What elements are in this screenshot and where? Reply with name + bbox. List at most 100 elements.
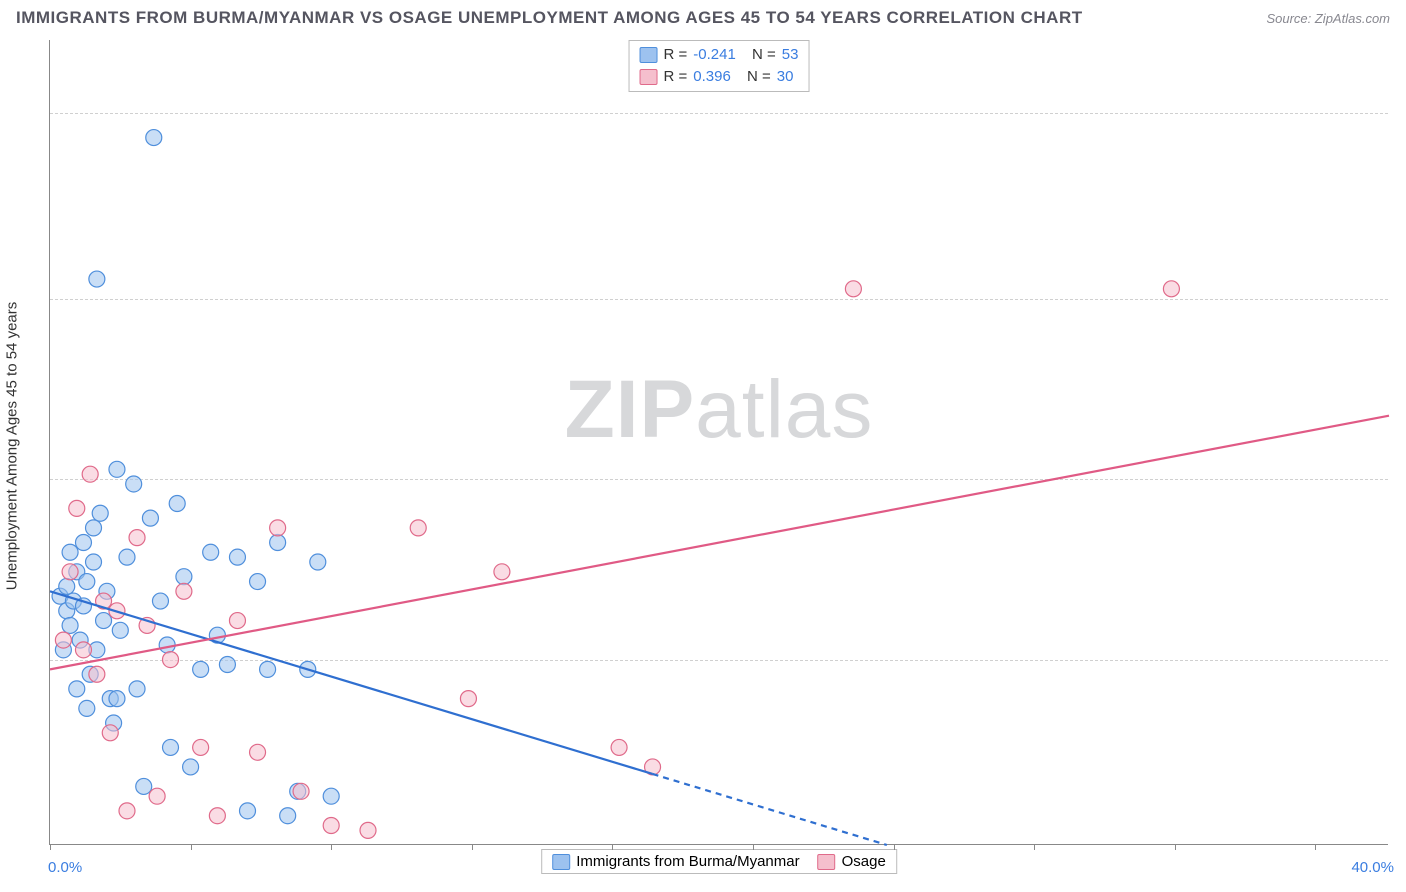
data-point	[86, 554, 102, 570]
data-point	[193, 739, 209, 755]
data-point	[845, 281, 861, 297]
data-point	[55, 632, 71, 648]
data-point	[159, 637, 175, 653]
data-point	[129, 530, 145, 546]
data-point	[69, 681, 85, 697]
data-point	[129, 681, 145, 697]
legend-swatch-1	[640, 69, 658, 85]
data-point	[69, 500, 85, 516]
chart-title: IMMIGRANTS FROM BURMA/MYANMAR VS OSAGE U…	[16, 8, 1083, 28]
data-point	[75, 642, 91, 658]
legend-row-series-1: R = 0.396 N = 30	[640, 66, 799, 88]
data-point	[109, 691, 125, 707]
legend-item-0: Immigrants from Burma/Myanmar	[552, 853, 799, 870]
data-point	[229, 549, 245, 565]
source-label: Source: ZipAtlas.com	[1266, 11, 1390, 26]
data-point	[119, 549, 135, 565]
data-point	[163, 652, 179, 668]
data-point	[176, 583, 192, 599]
legend-label-1: Osage	[842, 853, 886, 870]
data-point	[146, 130, 162, 146]
data-point	[183, 759, 199, 775]
data-point	[203, 544, 219, 560]
y-tick-label: 11.2%	[1393, 308, 1406, 325]
legend-swatch-0b	[552, 854, 570, 870]
data-point	[323, 817, 339, 833]
x-tick	[50, 844, 51, 850]
legend-n-value-1: 30	[777, 66, 794, 88]
legend-r-value-0: -0.241	[693, 44, 736, 66]
data-point	[112, 622, 128, 638]
plot-area: ZIPatlas R = -0.241 N = 53 R = 0.396 N =…	[49, 40, 1388, 845]
x-tick	[753, 844, 754, 850]
data-point	[250, 744, 266, 760]
data-point	[86, 520, 102, 536]
legend-n-prefix: N =	[747, 66, 771, 88]
data-point	[494, 564, 510, 580]
data-point	[96, 613, 112, 629]
data-point	[89, 271, 105, 287]
data-point	[109, 461, 125, 477]
data-point	[611, 739, 627, 755]
data-point	[360, 822, 376, 838]
legend-n-value-0: 53	[782, 44, 799, 66]
y-axis-title: Unemployment Among Ages 45 to 54 years	[4, 302, 21, 591]
data-point	[219, 656, 235, 672]
data-point	[209, 808, 225, 824]
data-point	[62, 564, 78, 580]
legend-row-series-0: R = -0.241 N = 53	[640, 44, 799, 66]
x-tick	[331, 844, 332, 850]
data-point	[126, 476, 142, 492]
x-min-label: 0.0%	[48, 859, 82, 876]
data-point	[119, 803, 135, 819]
y-tick-label: 7.5%	[1393, 489, 1406, 506]
y-tick-label: 3.8%	[1393, 669, 1406, 686]
legend-r-prefix: R =	[664, 44, 688, 66]
data-point	[163, 739, 179, 755]
x-tick	[472, 844, 473, 850]
correlation-legend: R = -0.241 N = 53 R = 0.396 N = 30	[629, 40, 810, 92]
legend-r-value-1: 0.396	[693, 66, 731, 88]
x-tick	[191, 844, 192, 850]
data-point	[149, 788, 165, 804]
y-tick-label: 15.0%	[1393, 123, 1406, 140]
legend-item-1: Osage	[818, 853, 886, 870]
x-tick	[612, 844, 613, 850]
data-point	[280, 808, 296, 824]
data-point	[270, 535, 286, 551]
x-tick	[1034, 844, 1035, 850]
data-point	[310, 554, 326, 570]
data-point	[59, 578, 75, 594]
data-point	[270, 520, 286, 536]
data-point	[240, 803, 256, 819]
legend-label-0: Immigrants from Burma/Myanmar	[576, 853, 799, 870]
data-point	[323, 788, 339, 804]
data-point	[250, 574, 266, 590]
data-point	[82, 466, 98, 482]
data-point	[169, 495, 185, 511]
data-point	[229, 613, 245, 629]
data-point	[89, 666, 105, 682]
x-max-label: 40.0%	[1351, 859, 1394, 876]
data-point	[142, 510, 158, 526]
legend-n-prefix: N =	[752, 44, 776, 66]
data-point	[136, 778, 152, 794]
scatter-layer	[50, 40, 1388, 844]
x-tick	[1175, 844, 1176, 850]
legend-r-prefix: R =	[664, 66, 688, 88]
data-point	[293, 783, 309, 799]
series-legend: Immigrants from Burma/Myanmar Osage	[541, 849, 897, 874]
legend-swatch-1b	[818, 854, 836, 870]
data-point	[92, 505, 108, 521]
x-tick	[894, 844, 895, 850]
regression-line	[50, 416, 1389, 670]
data-point	[260, 661, 276, 677]
data-point	[460, 691, 476, 707]
data-point	[79, 574, 95, 590]
data-point	[79, 700, 95, 716]
data-point	[410, 520, 426, 536]
data-point	[176, 569, 192, 585]
data-point	[62, 544, 78, 560]
data-point	[1163, 281, 1179, 297]
x-tick	[1315, 844, 1316, 850]
